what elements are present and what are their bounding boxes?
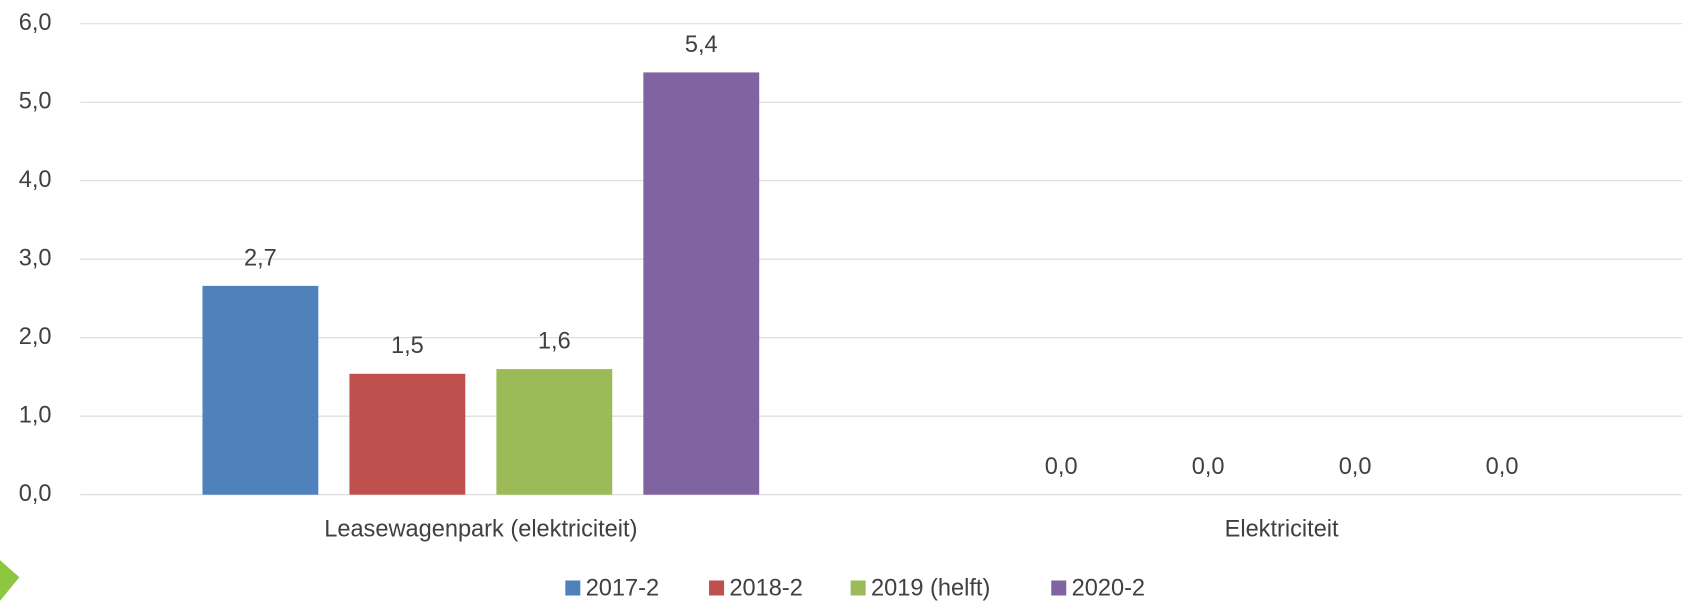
value-label: 0,0 bbox=[1486, 453, 1519, 479]
y-tick-label: 3,0 bbox=[19, 244, 52, 270]
value-label: 1,5 bbox=[391, 332, 424, 358]
legend-swatch bbox=[565, 580, 581, 596]
value-label: 0,0 bbox=[1339, 453, 1372, 479]
legend-label: 2017-2 bbox=[586, 574, 659, 600]
y-tick-label: 0,0 bbox=[19, 480, 52, 506]
bar bbox=[643, 72, 760, 495]
bar bbox=[349, 373, 466, 495]
logo-fragment bbox=[0, 560, 20, 601]
legend-label: 2019 (helft) bbox=[871, 574, 990, 600]
legend-label: 2020-2 bbox=[1072, 574, 1145, 600]
value-label: 0,0 bbox=[1192, 453, 1225, 479]
x-tick-label: Elektriciteit bbox=[1225, 515, 1339, 541]
y-tick-label: 5,0 bbox=[19, 87, 52, 113]
value-label: 0,0 bbox=[1045, 453, 1078, 479]
value-label: 5,4 bbox=[685, 31, 718, 57]
legend-swatch bbox=[850, 580, 866, 596]
legend-label: 2018-2 bbox=[729, 574, 802, 600]
bar bbox=[496, 369, 613, 495]
y-tick-label: 2,0 bbox=[19, 323, 52, 349]
y-tick-label: 1,0 bbox=[19, 401, 52, 427]
value-label: 2,7 bbox=[244, 244, 277, 270]
y-tick-label: 4,0 bbox=[19, 166, 52, 192]
bar bbox=[202, 285, 319, 495]
legend-swatch bbox=[1051, 580, 1067, 596]
legend-swatch bbox=[709, 580, 725, 596]
y-tick-label: 6,0 bbox=[19, 9, 52, 35]
x-tick-label: Leasewagenpark (elektriciteit) bbox=[324, 515, 637, 541]
value-label: 1,6 bbox=[538, 327, 571, 353]
